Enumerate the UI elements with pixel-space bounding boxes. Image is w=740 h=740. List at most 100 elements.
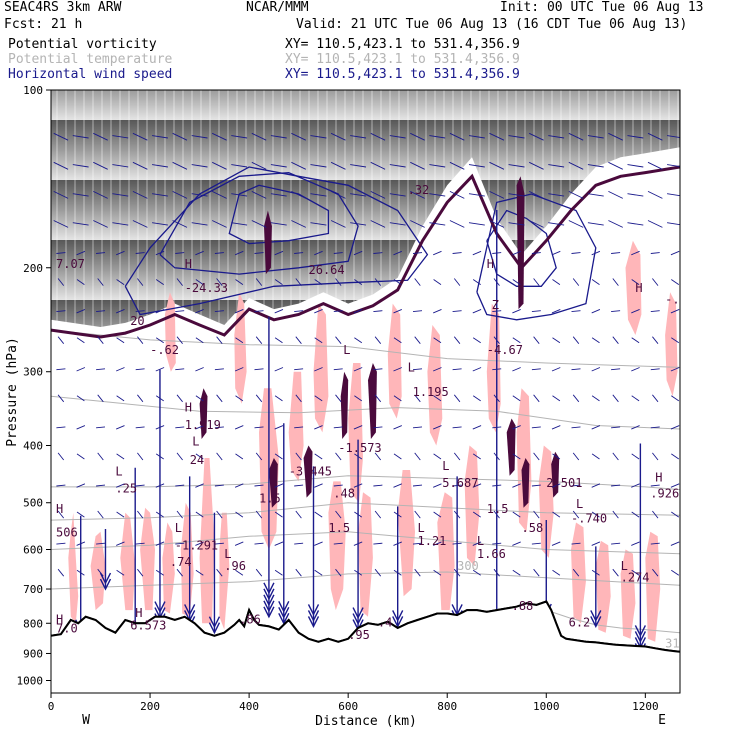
wind-vector — [508, 164, 525, 168]
wind-vector — [116, 367, 125, 372]
pv-high-region — [516, 176, 525, 310]
wind-vector — [353, 367, 363, 372]
wind-vector — [472, 308, 482, 314]
wind-vector — [551, 250, 561, 256]
wind-vector — [611, 542, 621, 545]
arrow-head — [392, 610, 404, 623]
wind-vector — [354, 279, 363, 285]
wind-vector — [314, 279, 323, 285]
east-direction-label: E — [658, 713, 666, 728]
below-ground-mask — [51, 601, 680, 693]
wind-vector — [251, 161, 267, 170]
y-tick-label: 1000 — [17, 674, 44, 687]
contour-label: L — [408, 361, 415, 375]
pv-positive-region — [464, 445, 480, 566]
wind-vector — [652, 568, 659, 577]
wind-vector — [116, 511, 125, 518]
wind-vector — [254, 542, 264, 545]
wind-vector — [608, 220, 623, 228]
vertical-wind-arrow — [278, 423, 290, 625]
wind-vector — [76, 308, 86, 314]
wind-vector — [274, 337, 283, 344]
wind-vector — [370, 132, 386, 141]
wind-vector — [533, 452, 540, 461]
wind-vector — [591, 425, 601, 430]
pv-positive-region — [348, 363, 363, 503]
wind-vector — [533, 510, 540, 519]
wind-vector — [512, 483, 521, 488]
wind-vector — [251, 220, 267, 228]
contour-label: -.62 — [150, 343, 179, 357]
wind-vector — [137, 452, 144, 461]
wind-vector — [216, 394, 223, 403]
contour-label: .74 — [170, 555, 192, 569]
wind-vector — [374, 568, 382, 577]
y-tick-label: 400 — [23, 440, 43, 453]
wind-vector — [591, 308, 601, 314]
wind-vector — [234, 308, 244, 314]
contour-label: L — [621, 559, 628, 573]
wind-vector — [97, 452, 104, 461]
wind-vector — [116, 250, 125, 256]
wind-vector — [453, 336, 461, 344]
wind-vector — [472, 250, 482, 256]
wind-vector — [670, 250, 680, 256]
wind-vector — [135, 542, 145, 545]
wind-vector — [212, 161, 227, 170]
wind-vector — [591, 453, 600, 460]
wind-vector — [330, 190, 346, 199]
wind-vector — [333, 542, 343, 545]
arrow-head — [263, 606, 275, 619]
wind-vector — [608, 161, 623, 170]
contour-label: .48 — [333, 487, 355, 501]
contour-label: -4.67 — [487, 343, 523, 357]
wind-vector — [531, 542, 541, 545]
contour-label: 316 — [665, 637, 687, 651]
contour-label: .96 — [224, 559, 246, 573]
pv-positive-region — [180, 502, 194, 617]
pv-high-region — [521, 458, 530, 508]
wind-vector — [112, 193, 129, 197]
wind-vector — [449, 220, 465, 228]
wind-vector — [254, 368, 264, 371]
wind-vector — [274, 367, 284, 372]
contour-label: H — [551, 459, 558, 473]
contour-label: .32 — [408, 183, 430, 197]
contour-label: 1.66 — [477, 547, 506, 561]
legend-theta-xy: XY= 110.5,423.1 to 531.4,356.9 — [285, 52, 520, 67]
contour-label: 300 — [457, 559, 479, 573]
wind-vector — [274, 395, 283, 402]
arrow-head — [352, 613, 364, 626]
contour-label: .274 — [621, 571, 650, 585]
contour-label: L — [224, 547, 231, 561]
wind-vector — [468, 222, 485, 226]
wind-vector — [330, 161, 346, 170]
wind-vector — [531, 310, 541, 313]
wind-vector — [652, 394, 659, 403]
wind-vector — [472, 395, 481, 402]
x-tick-label: 1200 — [632, 700, 659, 713]
wind-vector — [472, 367, 482, 372]
wind-vector — [112, 164, 129, 168]
wind-vector — [294, 310, 304, 313]
wind-vector — [76, 511, 85, 518]
wind-vector — [429, 135, 446, 139]
wind-vector — [449, 190, 465, 199]
contour-label: H — [185, 257, 192, 271]
wind-vector — [155, 337, 164, 344]
y-tick-label: 300 — [23, 366, 43, 379]
arrow-head — [184, 604, 196, 617]
wind-vector — [53, 220, 69, 228]
wind-vector — [214, 252, 224, 254]
wind-vector — [512, 425, 521, 430]
wind-vector — [93, 190, 108, 199]
wind-vector — [176, 568, 183, 577]
x-tick-label: 400 — [239, 700, 259, 713]
wind-vector — [608, 132, 623, 141]
wind-vector — [175, 484, 185, 487]
wind-vector — [195, 425, 204, 430]
wind-vector — [195, 308, 204, 314]
wind-vector — [552, 337, 561, 344]
wind-vector — [191, 222, 208, 226]
pv-positive-region — [387, 303, 402, 419]
